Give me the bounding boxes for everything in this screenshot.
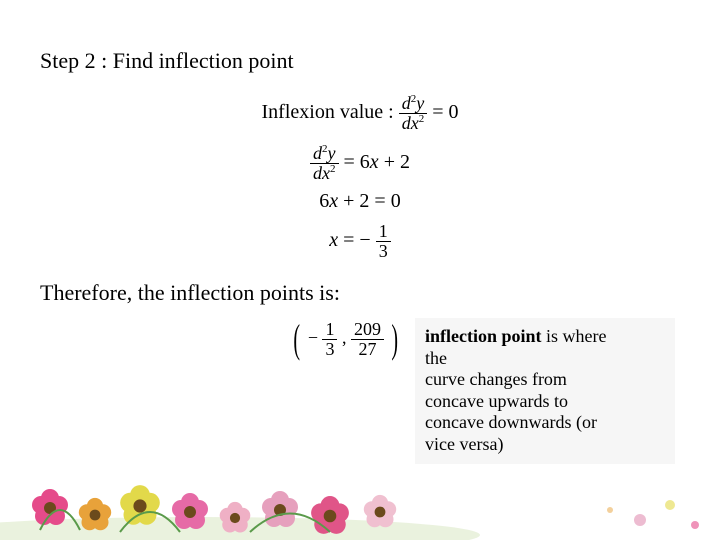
- dx-ital: dx: [402, 113, 419, 133]
- den-3: 3: [376, 242, 391, 261]
- fraction-209-27: 209 27: [351, 320, 384, 359]
- d-ital-b: d: [313, 143, 322, 163]
- sup-2b: 2: [419, 113, 425, 125]
- minus-sign: −: [308, 328, 318, 348]
- comma: ,: [342, 328, 347, 348]
- tail-eq0: + 2 = 0: [338, 190, 401, 212]
- therefore-text: Therefore, the inflection points is:: [40, 280, 340, 306]
- note-bold: inflection point: [425, 326, 542, 346]
- dx-ital-b: dx: [313, 163, 330, 183]
- den-3b: 3: [322, 340, 337, 359]
- note-rest2: the: [425, 348, 447, 368]
- fraction-one-third: 1 3: [376, 222, 391, 261]
- fraction-d2y-dx2-b: d2y dx2: [310, 144, 339, 183]
- y-ital: y: [416, 93, 424, 113]
- note-rest6: vice versa): [425, 434, 503, 454]
- num-1b: 1: [322, 320, 337, 340]
- note-rest5: concave downwards (or: [425, 412, 597, 432]
- d-ital: d: [402, 93, 411, 113]
- x-var-c: x: [329, 229, 338, 251]
- equation-inflexion-value: Inflexion value : d2y dx2 = 0: [0, 94, 720, 133]
- equals-zero: = 0: [432, 101, 458, 123]
- lhs-6: 6: [319, 190, 329, 212]
- rhs-tail: + 2: [379, 151, 410, 173]
- label-text: Inflexion value :: [262, 101, 394, 123]
- definition-note: inflection point is where the curve chan…: [415, 318, 675, 464]
- den-27: 27: [351, 340, 384, 359]
- slide-page: Step 2 : Find inflection point Inflexion…: [0, 0, 720, 540]
- fraction-d2y-dx2: d2y dx2: [399, 94, 428, 133]
- num-1: 1: [376, 222, 391, 242]
- note-rest4: concave upwards to: [425, 391, 568, 411]
- fraction-neg-one-third: 1 3: [322, 320, 337, 359]
- equation-set-zero: 6x + 2 = 0: [0, 190, 720, 213]
- note-rest1: is where: [542, 326, 607, 346]
- close-paren: ): [392, 321, 399, 357]
- inflection-point-value: ( − 1 3 , 209 27 ): [290, 320, 402, 359]
- rhs-text: = 6: [344, 151, 370, 173]
- sup-2d: 2: [330, 163, 336, 175]
- x-var-b: x: [329, 190, 338, 212]
- equals-minus: = −: [338, 229, 371, 251]
- equation-solve-x: x = − 1 3: [0, 222, 720, 261]
- y-ital-b: y: [328, 143, 336, 163]
- x-var: x: [370, 151, 379, 173]
- num-209: 209: [351, 320, 384, 340]
- step-heading: Step 2 : Find inflection point: [40, 48, 294, 74]
- equation-second-derivative: d2y dx2 = 6x + 2: [0, 144, 720, 183]
- open-paren: (: [293, 321, 300, 357]
- note-rest3: curve changes from: [425, 369, 567, 389]
